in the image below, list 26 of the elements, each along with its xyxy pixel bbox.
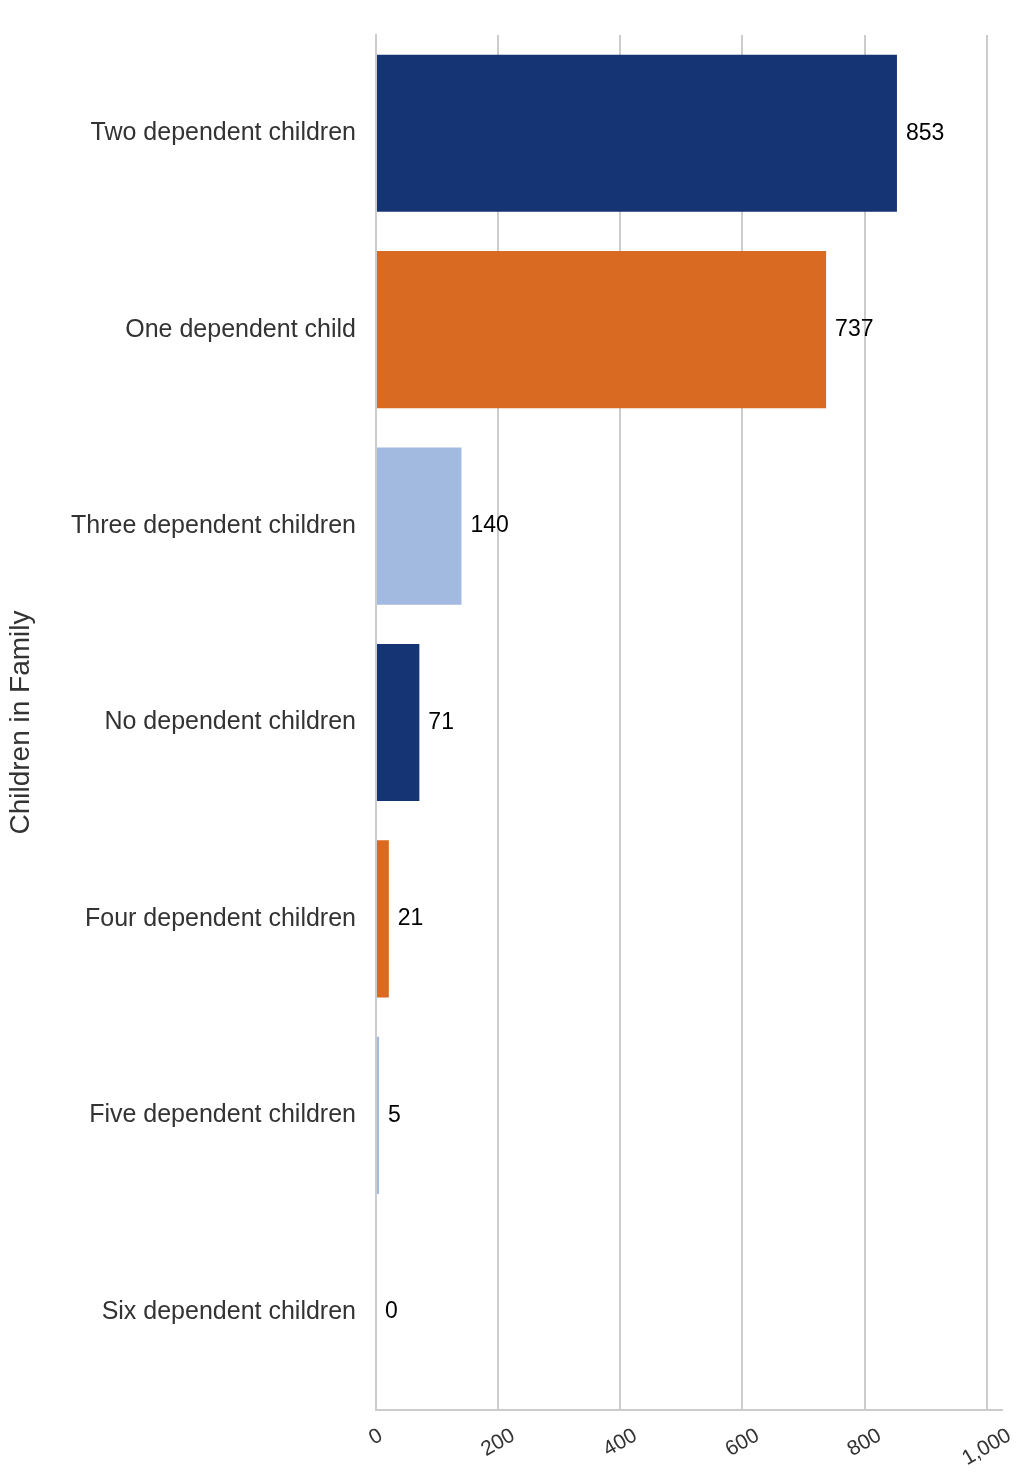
y-tick-label: Five dependent children [89, 1099, 356, 1128]
data-label: 0 [385, 1297, 398, 1324]
data-label: 737 [835, 314, 874, 341]
x-tick-label: 600 [720, 1422, 763, 1461]
y-tick-label: No dependent children [104, 706, 356, 735]
x-tick-label: 200 [476, 1422, 519, 1461]
y-tick-label: Two dependent children [90, 117, 356, 146]
x-tick-label: 400 [598, 1422, 641, 1461]
x-tick-label: 0 [364, 1422, 386, 1449]
data-label: 853 [905, 118, 945, 145]
y-tick-label: Six dependent children [101, 1295, 356, 1324]
bar [377, 251, 827, 409]
y-axis-title: Children in Family [3, 610, 35, 835]
y-tick-label: Three dependent children [71, 509, 356, 538]
data-label: 21 [397, 904, 424, 931]
data-label: 71 [428, 707, 454, 734]
bar [377, 54, 897, 212]
bar [377, 840, 389, 998]
data-label: 5 [388, 1100, 401, 1127]
bar [377, 643, 420, 802]
data-label: 140 [470, 511, 509, 538]
x-tick-label: 800 [842, 1422, 885, 1461]
y-tick-label: Four dependent children [84, 902, 356, 931]
y-tick-label: One dependent child [125, 313, 356, 342]
bar [377, 1036, 380, 1194]
bar [377, 447, 462, 605]
